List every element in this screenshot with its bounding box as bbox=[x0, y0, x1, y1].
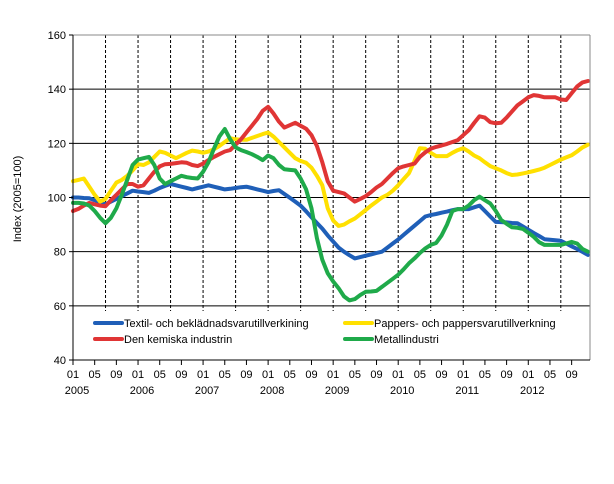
x-tick-label: 05 bbox=[154, 369, 166, 381]
x-year-label: 2006 bbox=[130, 385, 154, 397]
x-year-label: 2011 bbox=[455, 385, 479, 397]
x-tick-label: 01 bbox=[262, 369, 274, 381]
x-tick-label: 01 bbox=[67, 369, 79, 381]
x-tick-label: 05 bbox=[219, 369, 231, 381]
x-year-label: 2007 bbox=[195, 385, 219, 397]
x-tick-label: 09 bbox=[240, 369, 252, 381]
x-year-label: 2012 bbox=[520, 385, 544, 397]
x-tick-label: 09 bbox=[566, 369, 578, 381]
x-tick-label: 05 bbox=[89, 369, 101, 381]
series-lines bbox=[71, 79, 590, 303]
x-tick-label: 01 bbox=[457, 369, 469, 381]
legend-background bbox=[76, 311, 586, 358]
series-line-3 bbox=[71, 79, 590, 213]
series-line-4 bbox=[71, 127, 590, 303]
series-line-2 bbox=[71, 130, 590, 228]
y-tick-label: 160 bbox=[48, 30, 66, 42]
x-year-label: 2008 bbox=[260, 385, 284, 397]
x-tick-label: 01 bbox=[392, 369, 404, 381]
x-tick-label: 05 bbox=[349, 369, 361, 381]
y-axis-label: Index (2005=100) bbox=[12, 156, 24, 243]
y-tick-label: 120 bbox=[48, 138, 66, 150]
y-tick-label: 80 bbox=[54, 247, 66, 259]
x-tick-label: 09 bbox=[435, 369, 447, 381]
x-year-label: 2005 bbox=[65, 385, 89, 397]
legend: Textil- och beklädnadsvarutillverkining P… bbox=[93, 318, 556, 346]
axes bbox=[69, 34, 591, 365]
x-tick-label: 05 bbox=[544, 369, 556, 381]
y-tick-labels: 40 60 80 100 120 140 160 bbox=[48, 30, 66, 367]
x-tick-label: 01 bbox=[327, 369, 339, 381]
x-tick-label: 09 bbox=[370, 369, 382, 381]
x-tick-label: 01 bbox=[197, 369, 209, 381]
x-tick-label: 09 bbox=[175, 369, 187, 381]
y-tick-label: 40 bbox=[54, 355, 66, 367]
x-year-label: 2010 bbox=[390, 385, 414, 397]
x-year-label: 2009 bbox=[325, 385, 349, 397]
legend-label: Textil- och beklädnadsvarutillverkining bbox=[124, 318, 309, 330]
x-tick-label: 09 bbox=[500, 369, 512, 381]
y-tick-label: 100 bbox=[48, 193, 66, 205]
x-tick-labels: 01 05 09 2005 01 05 09 2006 01 05 09 2007 01 05 09 2008… bbox=[65, 369, 578, 397]
x-tick-label: 01 bbox=[132, 369, 144, 381]
y-tick-label: 140 bbox=[48, 84, 66, 96]
x-tick-label: 09 bbox=[305, 369, 317, 381]
x-tick-label: 05 bbox=[414, 369, 426, 381]
x-tick-label: 09 bbox=[110, 369, 122, 381]
x-tick-label: 05 bbox=[479, 369, 491, 381]
x-tick-label: 05 bbox=[284, 369, 296, 381]
legend-label: Den kemiska industrin bbox=[124, 334, 232, 346]
series-line-1 bbox=[71, 182, 590, 261]
x-tick-label: 01 bbox=[522, 369, 534, 381]
y-tick-label: 60 bbox=[54, 301, 66, 313]
legend-label: Pappers- och pappersvarutillverkning bbox=[374, 318, 556, 330]
legend-label: Metallindustri bbox=[374, 334, 439, 346]
